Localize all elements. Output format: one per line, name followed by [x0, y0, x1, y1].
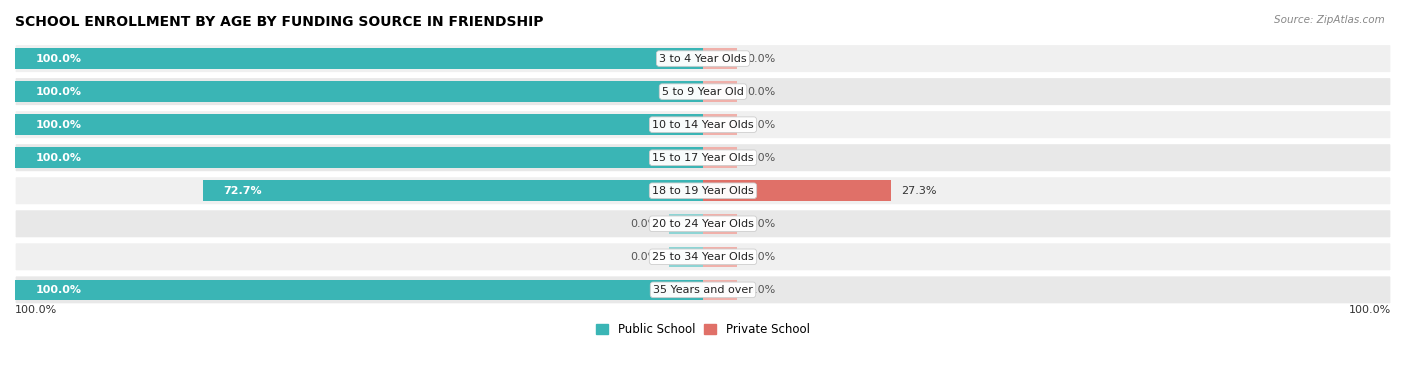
- Text: 27.3%: 27.3%: [901, 186, 936, 196]
- FancyBboxPatch shape: [14, 44, 1392, 73]
- Text: 100.0%: 100.0%: [35, 153, 82, 163]
- Bar: [703, 247, 737, 267]
- FancyBboxPatch shape: [14, 209, 1392, 238]
- Text: 20 to 24 Year Olds: 20 to 24 Year Olds: [652, 219, 754, 229]
- Text: 25 to 34 Year Olds: 25 to 34 Year Olds: [652, 252, 754, 262]
- Bar: [703, 181, 891, 201]
- Bar: [703, 147, 737, 168]
- Text: 0.0%: 0.0%: [748, 54, 776, 64]
- Bar: [15, 81, 703, 102]
- Bar: [15, 48, 703, 69]
- Text: 100.0%: 100.0%: [35, 54, 82, 64]
- Bar: [15, 147, 703, 168]
- FancyBboxPatch shape: [14, 242, 1392, 271]
- Text: Source: ZipAtlas.com: Source: ZipAtlas.com: [1274, 15, 1385, 25]
- Text: 100.0%: 100.0%: [1348, 305, 1391, 315]
- FancyBboxPatch shape: [14, 143, 1392, 172]
- Text: 100.0%: 100.0%: [35, 87, 82, 97]
- Text: 35 Years and over: 35 Years and over: [652, 285, 754, 295]
- Text: 0.0%: 0.0%: [748, 153, 776, 163]
- FancyBboxPatch shape: [14, 176, 1392, 205]
- Text: 5 to 9 Year Old: 5 to 9 Year Old: [662, 87, 744, 97]
- Text: 72.7%: 72.7%: [224, 186, 262, 196]
- Text: 0.0%: 0.0%: [748, 285, 776, 295]
- FancyBboxPatch shape: [14, 77, 1392, 106]
- Bar: [703, 213, 737, 234]
- Text: 0.0%: 0.0%: [630, 219, 658, 229]
- FancyBboxPatch shape: [14, 110, 1392, 139]
- FancyBboxPatch shape: [14, 275, 1392, 304]
- Bar: [669, 213, 703, 234]
- Text: 0.0%: 0.0%: [748, 120, 776, 130]
- Text: 0.0%: 0.0%: [630, 252, 658, 262]
- Text: 0.0%: 0.0%: [748, 252, 776, 262]
- Text: 100.0%: 100.0%: [35, 285, 82, 295]
- Text: 3 to 4 Year Olds: 3 to 4 Year Olds: [659, 54, 747, 64]
- Bar: [703, 81, 737, 102]
- Bar: [202, 181, 703, 201]
- Text: 0.0%: 0.0%: [748, 87, 776, 97]
- Text: 100.0%: 100.0%: [35, 120, 82, 130]
- Bar: [669, 247, 703, 267]
- Bar: [703, 114, 737, 135]
- Text: SCHOOL ENROLLMENT BY AGE BY FUNDING SOURCE IN FRIENDSHIP: SCHOOL ENROLLMENT BY AGE BY FUNDING SOUR…: [15, 15, 544, 29]
- Text: 10 to 14 Year Olds: 10 to 14 Year Olds: [652, 120, 754, 130]
- Legend: Public School, Private School: Public School, Private School: [592, 319, 814, 341]
- Bar: [703, 48, 737, 69]
- Bar: [15, 280, 703, 300]
- Bar: [703, 280, 737, 300]
- Bar: [15, 114, 703, 135]
- Text: 15 to 17 Year Olds: 15 to 17 Year Olds: [652, 153, 754, 163]
- Text: 18 to 19 Year Olds: 18 to 19 Year Olds: [652, 186, 754, 196]
- Text: 0.0%: 0.0%: [748, 219, 776, 229]
- Text: 100.0%: 100.0%: [15, 305, 58, 315]
